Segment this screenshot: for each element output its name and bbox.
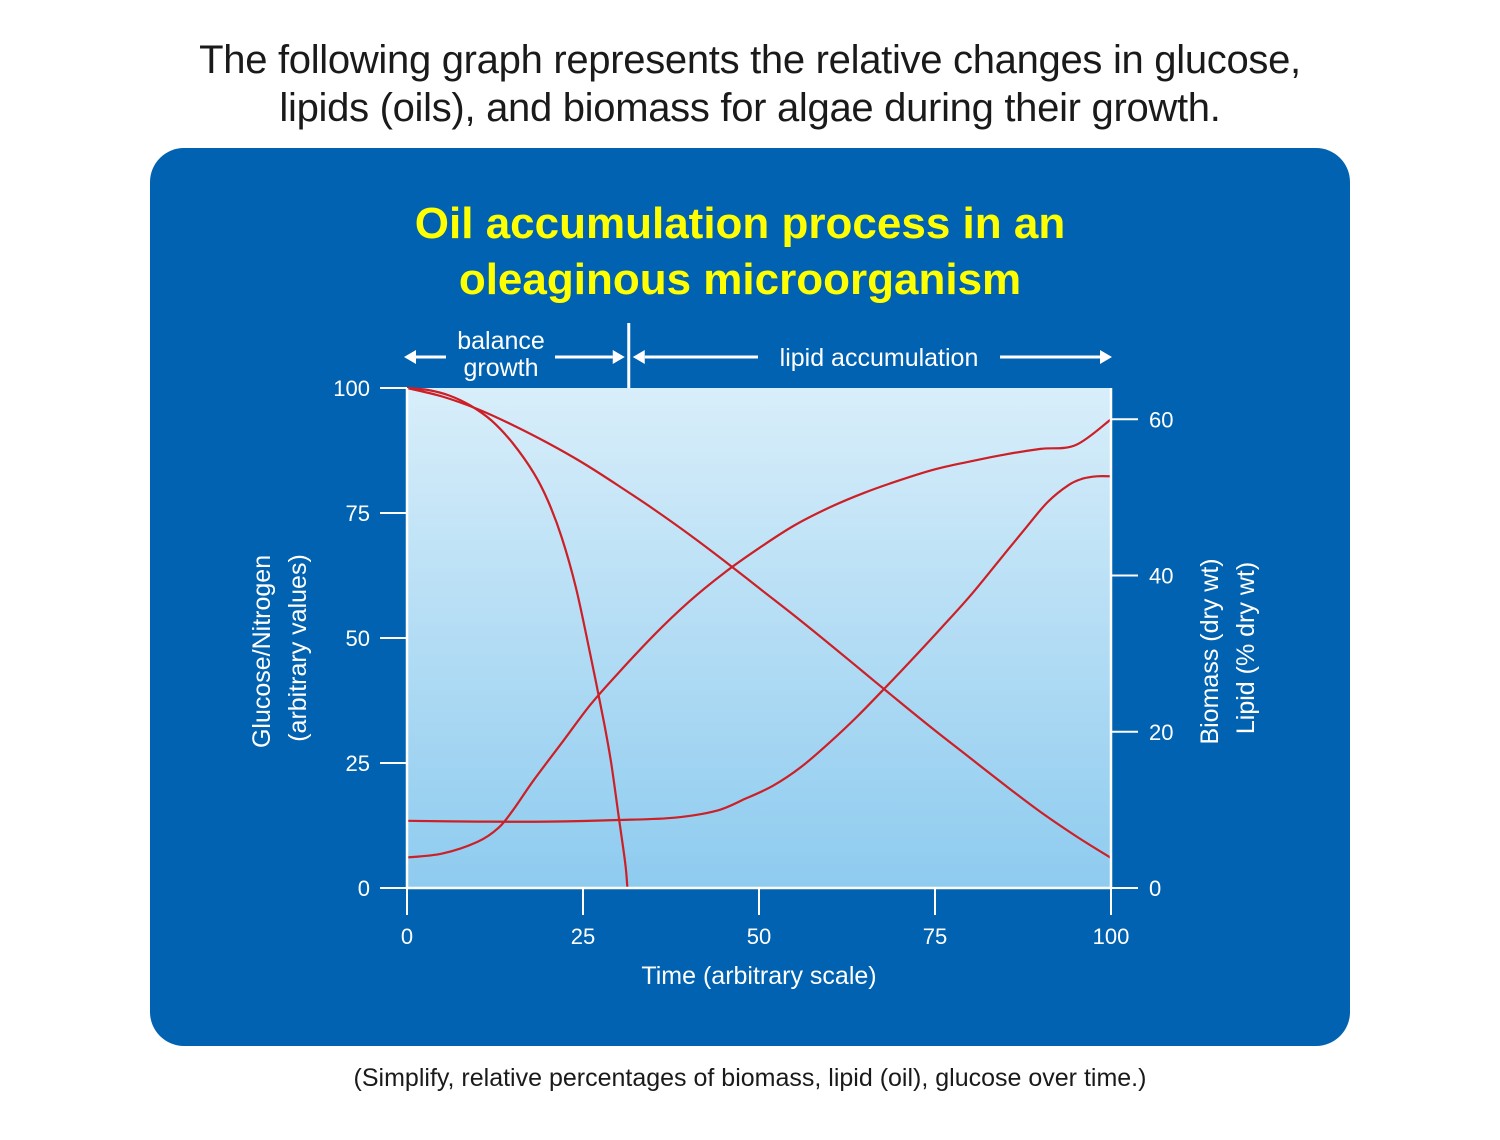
left-tick-label-25: 25 xyxy=(346,751,370,776)
right-axis-label: Biomass (dry wt) Lipid (% dry wt) xyxy=(1196,551,1260,744)
intro-line-2: lipids (oils), and biomass for algae dur… xyxy=(279,86,1221,130)
left-tick-label-75: 75 xyxy=(346,501,370,526)
footnote: (Simplify, relative percentages of bioma… xyxy=(353,1064,1147,1092)
x-tick-label-0: 0 xyxy=(401,924,413,949)
data-curves xyxy=(406,386,1112,889)
chart-title-line-1: Oil accumulation process in an xyxy=(414,199,1066,248)
left-tick-label-100: 100 xyxy=(333,376,370,401)
chart-title: Oil accumulation process in an oleaginou… xyxy=(150,196,1330,308)
phase-balance-growth-label-line-2: growth xyxy=(463,354,538,382)
left-axis-label-line-2: (arbitrary values) xyxy=(284,554,312,742)
phase-markers: balance growth lipid accumulation xyxy=(404,323,1112,388)
right-tick-label-20: 20 xyxy=(1149,720,1173,745)
balance-growth-arrow-left-head xyxy=(404,350,416,364)
left-axis-label: Glucose/Nitrogen (arbitrary values) xyxy=(248,548,312,748)
balance-growth-arrow-right-head xyxy=(612,350,625,364)
plot-area xyxy=(407,388,1111,888)
x-tick-label-25: 25 xyxy=(571,924,595,949)
right-axis-label-line-1: Biomass (dry wt) xyxy=(1196,558,1224,744)
series-4-curve xyxy=(406,475,1112,823)
series-2-curve xyxy=(406,386,1112,859)
left-axis-label-line-1: Glucose/Nitrogen xyxy=(248,555,276,748)
intro-line-1: The following graph represents the relat… xyxy=(199,38,1301,82)
x-axis-label: Time (arbitrary scale) xyxy=(641,962,876,990)
right-axis-label-line-2: Lipid (% dry wt) xyxy=(1232,562,1260,734)
right-tick-label-40: 40 xyxy=(1149,564,1173,589)
x-tick-label-75: 75 xyxy=(923,924,947,949)
series-3-curve xyxy=(406,418,1112,859)
lipid-arrow-left-head xyxy=(632,350,645,364)
intro-text: The following graph represents the relat… xyxy=(0,36,1500,132)
lipid-arrow-right-head xyxy=(1100,350,1112,364)
x-tick-label-50: 50 xyxy=(747,924,771,949)
right-tick-label-60: 60 xyxy=(1149,407,1173,432)
phase-lipid-accumulation-label: lipid accumulation xyxy=(780,344,979,372)
axis-labels: Time (arbitrary scale) Glucose/Nitrogen … xyxy=(248,548,1260,990)
left-tick-label-0: 0 xyxy=(358,876,370,901)
chart-title-line-2: oleaginous microorganism xyxy=(458,255,1022,304)
phase-balance-growth-label-line-1: balance xyxy=(457,327,545,355)
left-tick-label-50: 50 xyxy=(346,626,370,651)
right-tick-label-0: 0 xyxy=(1149,876,1161,901)
series-1-curve xyxy=(406,386,629,889)
x-tick-label-100: 100 xyxy=(1093,924,1130,949)
axes: 0 25 50 75 100 0 20 40 60 0 25 50 75 100 xyxy=(333,376,1173,949)
